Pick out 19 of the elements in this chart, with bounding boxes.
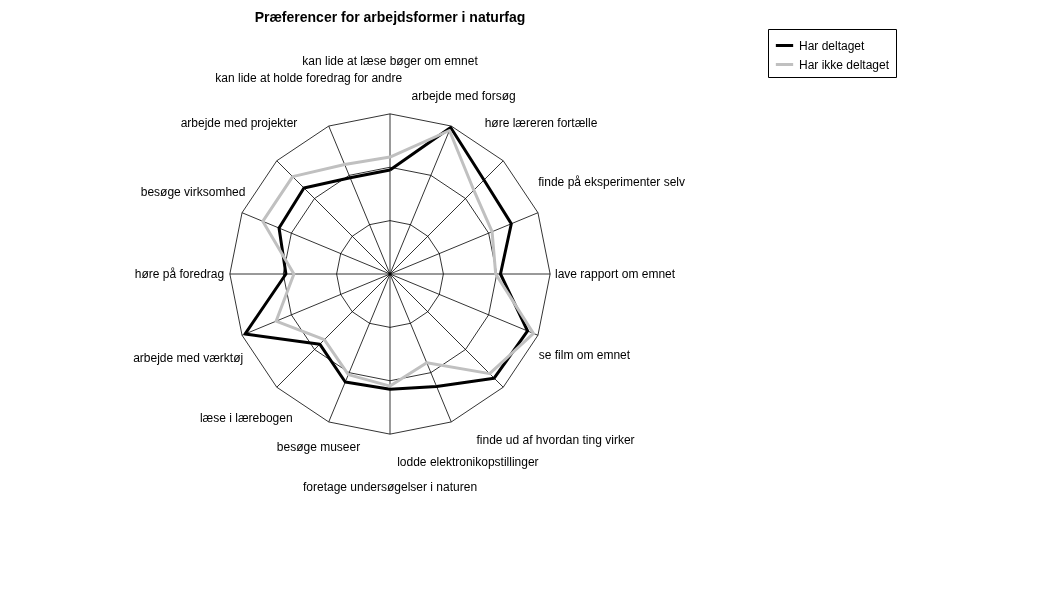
spoke-label: lodde elektronikopstillinger [397, 455, 539, 470]
spoke-label: lave rapport om emnet [555, 267, 676, 281]
spoke-label: høre læreren fortælle [484, 115, 598, 130]
spoke-label: kan lide at læse bøger om emnet [302, 53, 479, 68]
spoke-label: besøge virksomhed [140, 185, 246, 200]
spoke-label: arbejde med værktøj [133, 350, 244, 365]
spoke-label: læse i lærebogen [199, 410, 293, 425]
spoke-label: finde ud af hvordan ting virker [476, 432, 635, 447]
spoke-label: foretage undersøgelser i naturen [302, 480, 478, 495]
spoke-label: arbejde med projekter [180, 115, 298, 130]
spoke-label: finde på eksperimenter selv [538, 175, 686, 190]
chart-title: Præferencer for arbejdsformer i naturfag [254, 8, 526, 25]
legend-label: Har deltaget [799, 38, 866, 53]
spoke-label: se film om emnet [538, 347, 631, 362]
legend-label: Har ikke deltaget [799, 57, 890, 72]
spoke-label: høre på foredrag [134, 267, 225, 281]
spoke-label: arbejde med forsøg [411, 89, 516, 104]
spoke-label: kan lide at holde foredrag for andre [215, 70, 403, 85]
spoke-label: besøge museer [276, 439, 361, 454]
